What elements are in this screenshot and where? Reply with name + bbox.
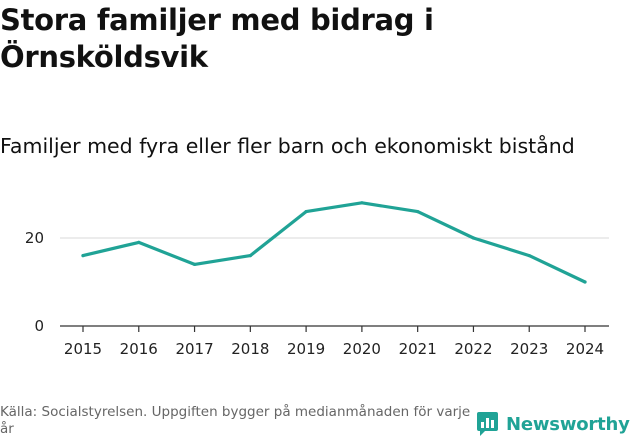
line-chart: 0 20 2015 2016 2017 2018 2019 2020 2021 2022 2023… xyxy=(25,201,609,358)
data-point xyxy=(583,280,587,284)
brand-name: Newsworthy xyxy=(506,413,630,435)
x-tick-label: 2017 xyxy=(175,340,213,358)
chart-subtitle: Familjer med fyra eller fler barn och ek… xyxy=(0,134,575,158)
source-note: Källa: Socialstyrelsen. Uppgiften bygger… xyxy=(0,404,471,437)
data-point xyxy=(248,254,252,258)
y-tick-label: 20 xyxy=(25,229,44,247)
x-tick-label: 2016 xyxy=(120,340,158,358)
data-point xyxy=(360,201,364,205)
series-layer xyxy=(81,201,587,284)
x-tick-label: 2019 xyxy=(287,340,325,358)
x-axis: 2015 2016 2017 2018 2019 2020 2021 2022 2023 2024 xyxy=(60,325,609,358)
x-tick-label: 2018 xyxy=(231,340,269,358)
data-point xyxy=(304,210,308,214)
series-line xyxy=(81,201,587,284)
data-point xyxy=(471,236,476,240)
x-tick-label: 2020 xyxy=(343,340,381,358)
data-point xyxy=(81,254,85,258)
y-tick-label: 0 xyxy=(34,317,44,335)
x-tick-label: 2021 xyxy=(399,340,437,358)
data-point xyxy=(192,262,197,266)
data-point xyxy=(527,254,531,258)
y-axis: 0 20 xyxy=(25,229,44,335)
data-point xyxy=(416,210,420,214)
x-tick-label: 2024 xyxy=(566,340,604,358)
x-tick-label: 2022 xyxy=(454,340,492,358)
newsworthy-logo-icon xyxy=(477,412,498,436)
data-point xyxy=(137,240,141,244)
chart-title: Stora familjer med bidrag i Örnsköldsvik xyxy=(0,3,434,74)
x-tick-label: 2015 xyxy=(64,340,102,358)
newsworthy-logo[interactable]: Newsworthy xyxy=(476,410,630,438)
x-tick-label: 2023 xyxy=(510,340,548,358)
